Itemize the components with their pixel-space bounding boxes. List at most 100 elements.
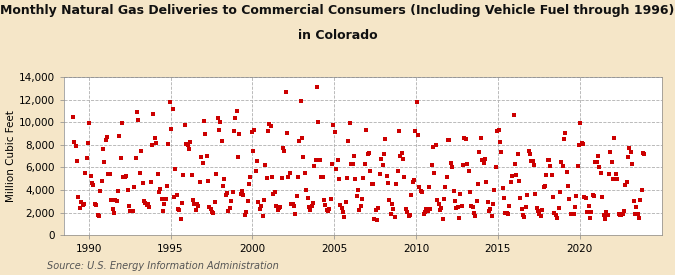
Point xyxy=(264,122,275,126)
Point xyxy=(277,146,288,150)
Point xyxy=(227,190,238,194)
Point xyxy=(141,203,152,207)
Point xyxy=(115,156,126,161)
Point xyxy=(304,204,315,209)
Point xyxy=(454,216,464,221)
Point xyxy=(497,185,508,190)
Point xyxy=(354,208,364,212)
Point xyxy=(190,208,201,212)
Point xyxy=(620,183,630,187)
Point xyxy=(217,184,228,189)
Point xyxy=(637,188,647,192)
Point xyxy=(435,208,446,212)
Point xyxy=(283,175,294,179)
Point xyxy=(316,175,327,179)
Point xyxy=(394,129,404,133)
Point xyxy=(396,151,407,155)
Point xyxy=(324,207,335,211)
Point xyxy=(458,163,468,167)
Point xyxy=(422,209,433,213)
Point xyxy=(371,208,381,212)
Point xyxy=(514,178,524,183)
Point xyxy=(447,164,458,169)
Point xyxy=(578,142,589,146)
Point xyxy=(94,214,105,219)
Point xyxy=(216,138,227,143)
Point xyxy=(250,169,261,173)
Point xyxy=(77,203,88,207)
Point xyxy=(580,196,591,200)
Point xyxy=(558,164,568,168)
Point xyxy=(402,210,412,214)
Point xyxy=(492,129,503,133)
Point xyxy=(523,149,534,154)
Point xyxy=(560,131,571,135)
Point xyxy=(315,158,325,163)
Point xyxy=(361,128,372,132)
Point xyxy=(257,213,268,218)
Point xyxy=(153,190,164,194)
Text: Source: U.S. Energy Information Administration: Source: U.S. Energy Information Administ… xyxy=(47,261,279,271)
Point xyxy=(76,200,86,205)
Point xyxy=(101,137,111,142)
Point xyxy=(510,162,520,166)
Point xyxy=(302,196,313,200)
Point xyxy=(485,207,495,211)
Point xyxy=(471,199,482,204)
Point xyxy=(114,134,125,139)
Point xyxy=(493,128,504,133)
Point xyxy=(155,187,165,191)
Point xyxy=(632,212,643,216)
Point xyxy=(450,198,460,203)
Point xyxy=(543,158,554,162)
Point xyxy=(125,209,136,213)
Point xyxy=(272,207,283,212)
Point xyxy=(574,142,585,147)
Point xyxy=(145,180,156,184)
Point xyxy=(230,116,241,120)
Point xyxy=(193,204,204,208)
Point xyxy=(310,157,321,162)
Point xyxy=(583,204,594,208)
Point xyxy=(313,119,324,124)
Point xyxy=(621,180,632,185)
Point xyxy=(89,201,100,206)
Point xyxy=(328,123,339,127)
Point xyxy=(126,208,137,213)
Point xyxy=(229,129,240,133)
Point xyxy=(221,191,232,195)
Point xyxy=(404,213,415,218)
Point xyxy=(365,169,376,174)
Point xyxy=(109,211,119,216)
Point xyxy=(146,143,157,147)
Point xyxy=(626,149,637,154)
Point xyxy=(177,200,188,205)
Point xyxy=(436,205,447,210)
Point xyxy=(194,180,205,185)
Point xyxy=(98,147,109,152)
Point xyxy=(347,162,358,166)
Point xyxy=(242,198,253,203)
Point xyxy=(323,209,333,213)
Point xyxy=(634,216,645,220)
Point xyxy=(106,198,117,203)
Point xyxy=(551,216,562,220)
Point xyxy=(263,129,273,133)
Point xyxy=(575,121,586,125)
Point xyxy=(594,165,605,170)
Point xyxy=(224,205,235,210)
Point xyxy=(631,205,642,209)
Point xyxy=(377,163,388,167)
Point xyxy=(582,209,593,214)
Point xyxy=(478,161,489,166)
Point xyxy=(603,171,614,176)
Point xyxy=(142,202,153,207)
Point xyxy=(415,189,426,193)
Point xyxy=(587,193,598,197)
Point xyxy=(375,172,385,177)
Point xyxy=(508,113,519,117)
Point xyxy=(95,189,106,194)
Point xyxy=(202,179,213,183)
Point xyxy=(105,172,115,177)
Point xyxy=(547,195,558,199)
